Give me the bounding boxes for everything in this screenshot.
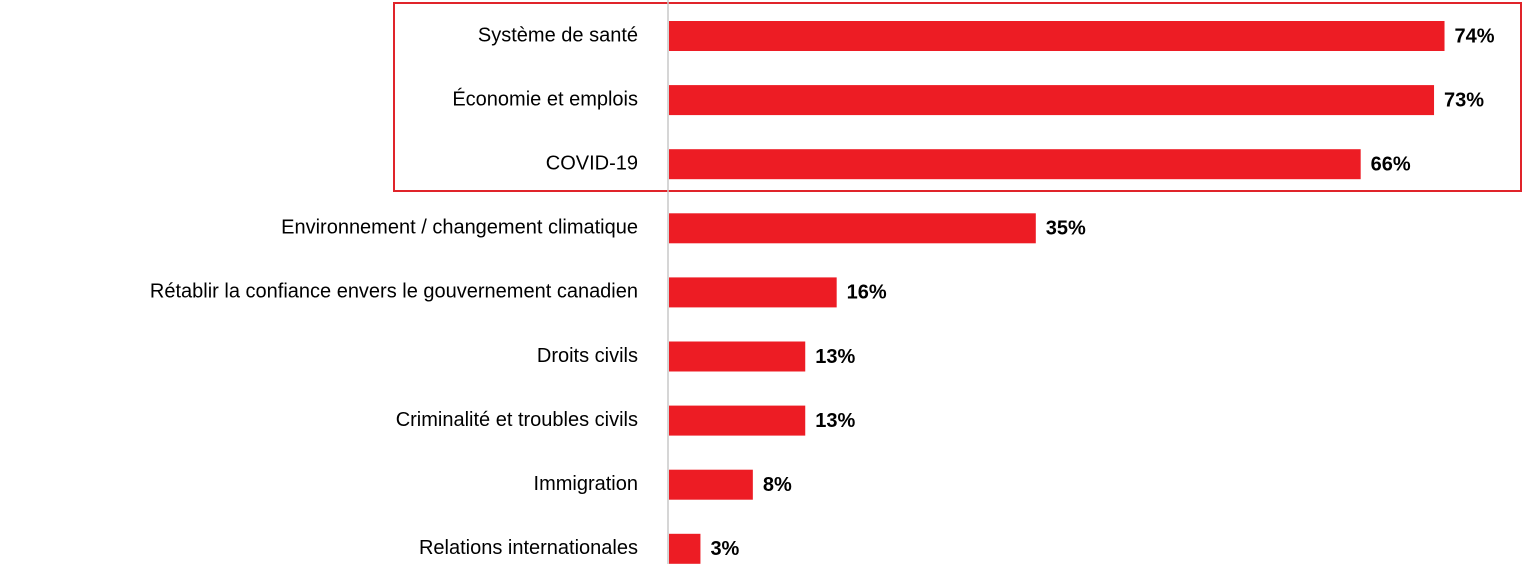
value-label: 73% [1444, 89, 1484, 111]
category-label: Relations internationales [419, 537, 638, 559]
bar [669, 149, 1361, 180]
highlight-box [393, 2, 1522, 192]
value-label: 74% [1455, 25, 1495, 47]
bar [669, 277, 837, 308]
value-label: 13% [815, 346, 855, 368]
category-label: Rétablir la confiance envers le gouverne… [150, 281, 638, 303]
value-label: 13% [815, 410, 855, 432]
value-label: 8% [763, 474, 792, 496]
category-label: Criminalité et troubles civils [396, 409, 638, 431]
bar [669, 405, 806, 436]
bar [669, 533, 701, 564]
bar [669, 213, 1036, 244]
value-label: 16% [847, 282, 887, 304]
category-label: Système de santé [478, 24, 638, 46]
bar [669, 469, 753, 500]
category-label: Immigration [534, 473, 638, 495]
category-label: Environnement / changement climatique [281, 217, 638, 239]
category-label: Économie et emplois [452, 87, 638, 110]
category-label: COVID-19 [546, 152, 638, 174]
value-label: 35% [1046, 218, 1086, 240]
category-label: Droits civils [537, 345, 638, 367]
bar [669, 21, 1445, 51]
bar [669, 85, 1435, 116]
value-label: 3% [710, 538, 739, 560]
value-label: 66% [1371, 153, 1411, 175]
bar [669, 341, 806, 372]
